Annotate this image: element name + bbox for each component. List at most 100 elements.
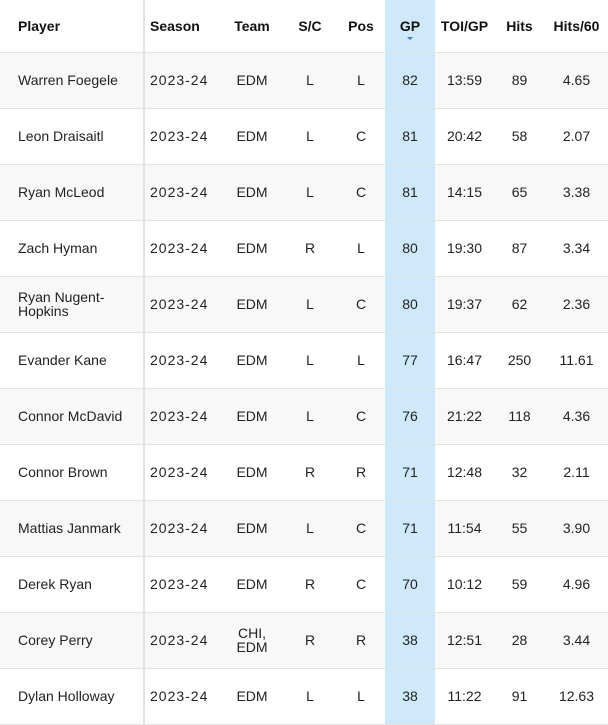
cell-hits60: 2.11 (545, 444, 608, 501)
cell-gp: 81 (385, 108, 435, 165)
cell-pos: R (337, 612, 385, 669)
cell-hits: 89 (494, 52, 545, 109)
cell-team: EDM (221, 444, 283, 501)
cell-gp: 82 (385, 52, 435, 109)
cell-player[interactable]: Connor McDavid (0, 388, 145, 445)
cell-season: 2023-24 (144, 500, 221, 557)
cell-toi: 19:37 (435, 276, 494, 333)
cell-sc: L (283, 500, 337, 557)
cell-pos: L (337, 668, 385, 725)
cell-season: 2023-24 (144, 444, 221, 501)
cell-team: EDM (221, 276, 283, 333)
cell-season: 2023-24 (144, 108, 221, 165)
cell-player[interactable]: Ryan Nugent-Hopkins (0, 276, 145, 333)
column-header-hits[interactable]: Hits (494, 0, 545, 53)
table-row: Mattias Janmark 2023-24 EDM L C 71 11:54 55 3.90 (0, 500, 608, 557)
cell-player[interactable]: Connor Brown (0, 444, 145, 501)
cell-team: EDM (221, 220, 283, 277)
table-row: Warren Foegele 2023-24 EDM L L 82 13:59 89 4.65 (0, 52, 608, 109)
cell-sc: L (283, 108, 337, 165)
cell-hits: 59 (494, 556, 545, 613)
cell-pos: L (337, 52, 385, 109)
cell-gp: 80 (385, 276, 435, 333)
cell-hits60: 3.38 (545, 164, 608, 221)
cell-gp: 38 (385, 668, 435, 725)
cell-gp: 80 (385, 220, 435, 277)
cell-team: EDM (221, 556, 283, 613)
cell-player[interactable]: Zach Hyman (0, 220, 145, 277)
cell-player[interactable]: Ryan McLeod (0, 164, 145, 221)
cell-hits60: 3.44 (545, 612, 608, 669)
table-row: Dylan Holloway 2023-24 EDM L L 38 11:22 91 12.63 (0, 668, 608, 725)
column-header-player[interactable]: Player (0, 0, 145, 53)
column-header-team[interactable]: Team (221, 0, 283, 53)
column-header-gp[interactable]: GP (385, 0, 435, 53)
cell-toi: 12:48 (435, 444, 494, 501)
sort-down-icon (407, 37, 413, 40)
cell-toi: 16:47 (435, 332, 494, 389)
cell-hits60: 4.36 (545, 388, 608, 445)
table-row: Ryan McLeod 2023-24 EDM L C 81 14:15 65 3.38 (0, 164, 608, 221)
cell-pos: L (337, 332, 385, 389)
cell-hits60: 12.63 (545, 668, 608, 725)
cell-player[interactable]: Mattias Janmark (0, 500, 145, 557)
cell-sc: L (283, 388, 337, 445)
cell-player[interactable]: Leon Draisaitl (0, 108, 145, 165)
cell-sc: R (283, 612, 337, 669)
column-header-hits60[interactable]: Hits/60 (545, 0, 608, 53)
cell-player[interactable]: Evander Kane (0, 332, 145, 389)
cell-team: EDM (221, 500, 283, 557)
cell-sc: L (283, 668, 337, 725)
cell-season: 2023-24 (144, 388, 221, 445)
cell-pos: C (337, 388, 385, 445)
cell-hits: 87 (494, 220, 545, 277)
cell-player[interactable]: Corey Perry (0, 612, 145, 669)
cell-hits: 118 (494, 388, 545, 445)
cell-toi: 21:22 (435, 388, 494, 445)
cell-hits: 32 (494, 444, 545, 501)
cell-team: CHI, EDM (221, 612, 283, 669)
cell-sc: R (283, 444, 337, 501)
column-header-pos[interactable]: Pos (337, 0, 385, 53)
cell-hits: 28 (494, 612, 545, 669)
cell-hits: 62 (494, 276, 545, 333)
cell-toi: 11:22 (435, 668, 494, 725)
cell-season: 2023-24 (144, 332, 221, 389)
cell-pos: C (337, 276, 385, 333)
table-row: Connor McDavid 2023-24 EDM L C 76 21:22 118 4.36 (0, 388, 608, 445)
cell-hits60: 4.65 (545, 52, 608, 109)
cell-pos: C (337, 556, 385, 613)
cell-pos: L (337, 220, 385, 277)
cell-player[interactable]: Derek Ryan (0, 556, 145, 613)
cell-player[interactable]: Dylan Holloway (0, 668, 145, 725)
column-header-sc[interactable]: S/C (283, 0, 337, 53)
column-header-season[interactable]: Season (144, 0, 221, 53)
cell-gp: 70 (385, 556, 435, 613)
cell-gp: 81 (385, 164, 435, 221)
cell-pos: C (337, 108, 385, 165)
cell-season: 2023-24 (144, 52, 221, 109)
table-row: Zach Hyman 2023-24 EDM R L 80 19:30 87 3.34 (0, 220, 608, 277)
cell-pos: R (337, 444, 385, 501)
cell-sc: R (283, 220, 337, 277)
cell-hits: 250 (494, 332, 545, 389)
cell-sc: L (283, 276, 337, 333)
cell-gp: 38 (385, 612, 435, 669)
cell-season: 2023-24 (144, 164, 221, 221)
cell-hits60: 3.90 (545, 500, 608, 557)
cell-hits60: 2.07 (545, 108, 608, 165)
column-header-toi[interactable]: TOI/GP (435, 0, 494, 53)
cell-hits60: 4.96 (545, 556, 608, 613)
cell-toi: 11:54 (435, 500, 494, 557)
cell-team: EDM (221, 388, 283, 445)
cell-hits60: 2.36 (545, 276, 608, 333)
cell-toi: 12:51 (435, 612, 494, 669)
header-row: Player Season Team S/C Pos GP TOI/GP Hits Hits/6… (0, 0, 608, 53)
cell-season: 2023-24 (144, 556, 221, 613)
cell-team: EDM (221, 332, 283, 389)
cell-hits: 91 (494, 668, 545, 725)
cell-player[interactable]: Warren Foegele (0, 52, 145, 109)
cell-hits: 65 (494, 164, 545, 221)
cell-hits: 58 (494, 108, 545, 165)
